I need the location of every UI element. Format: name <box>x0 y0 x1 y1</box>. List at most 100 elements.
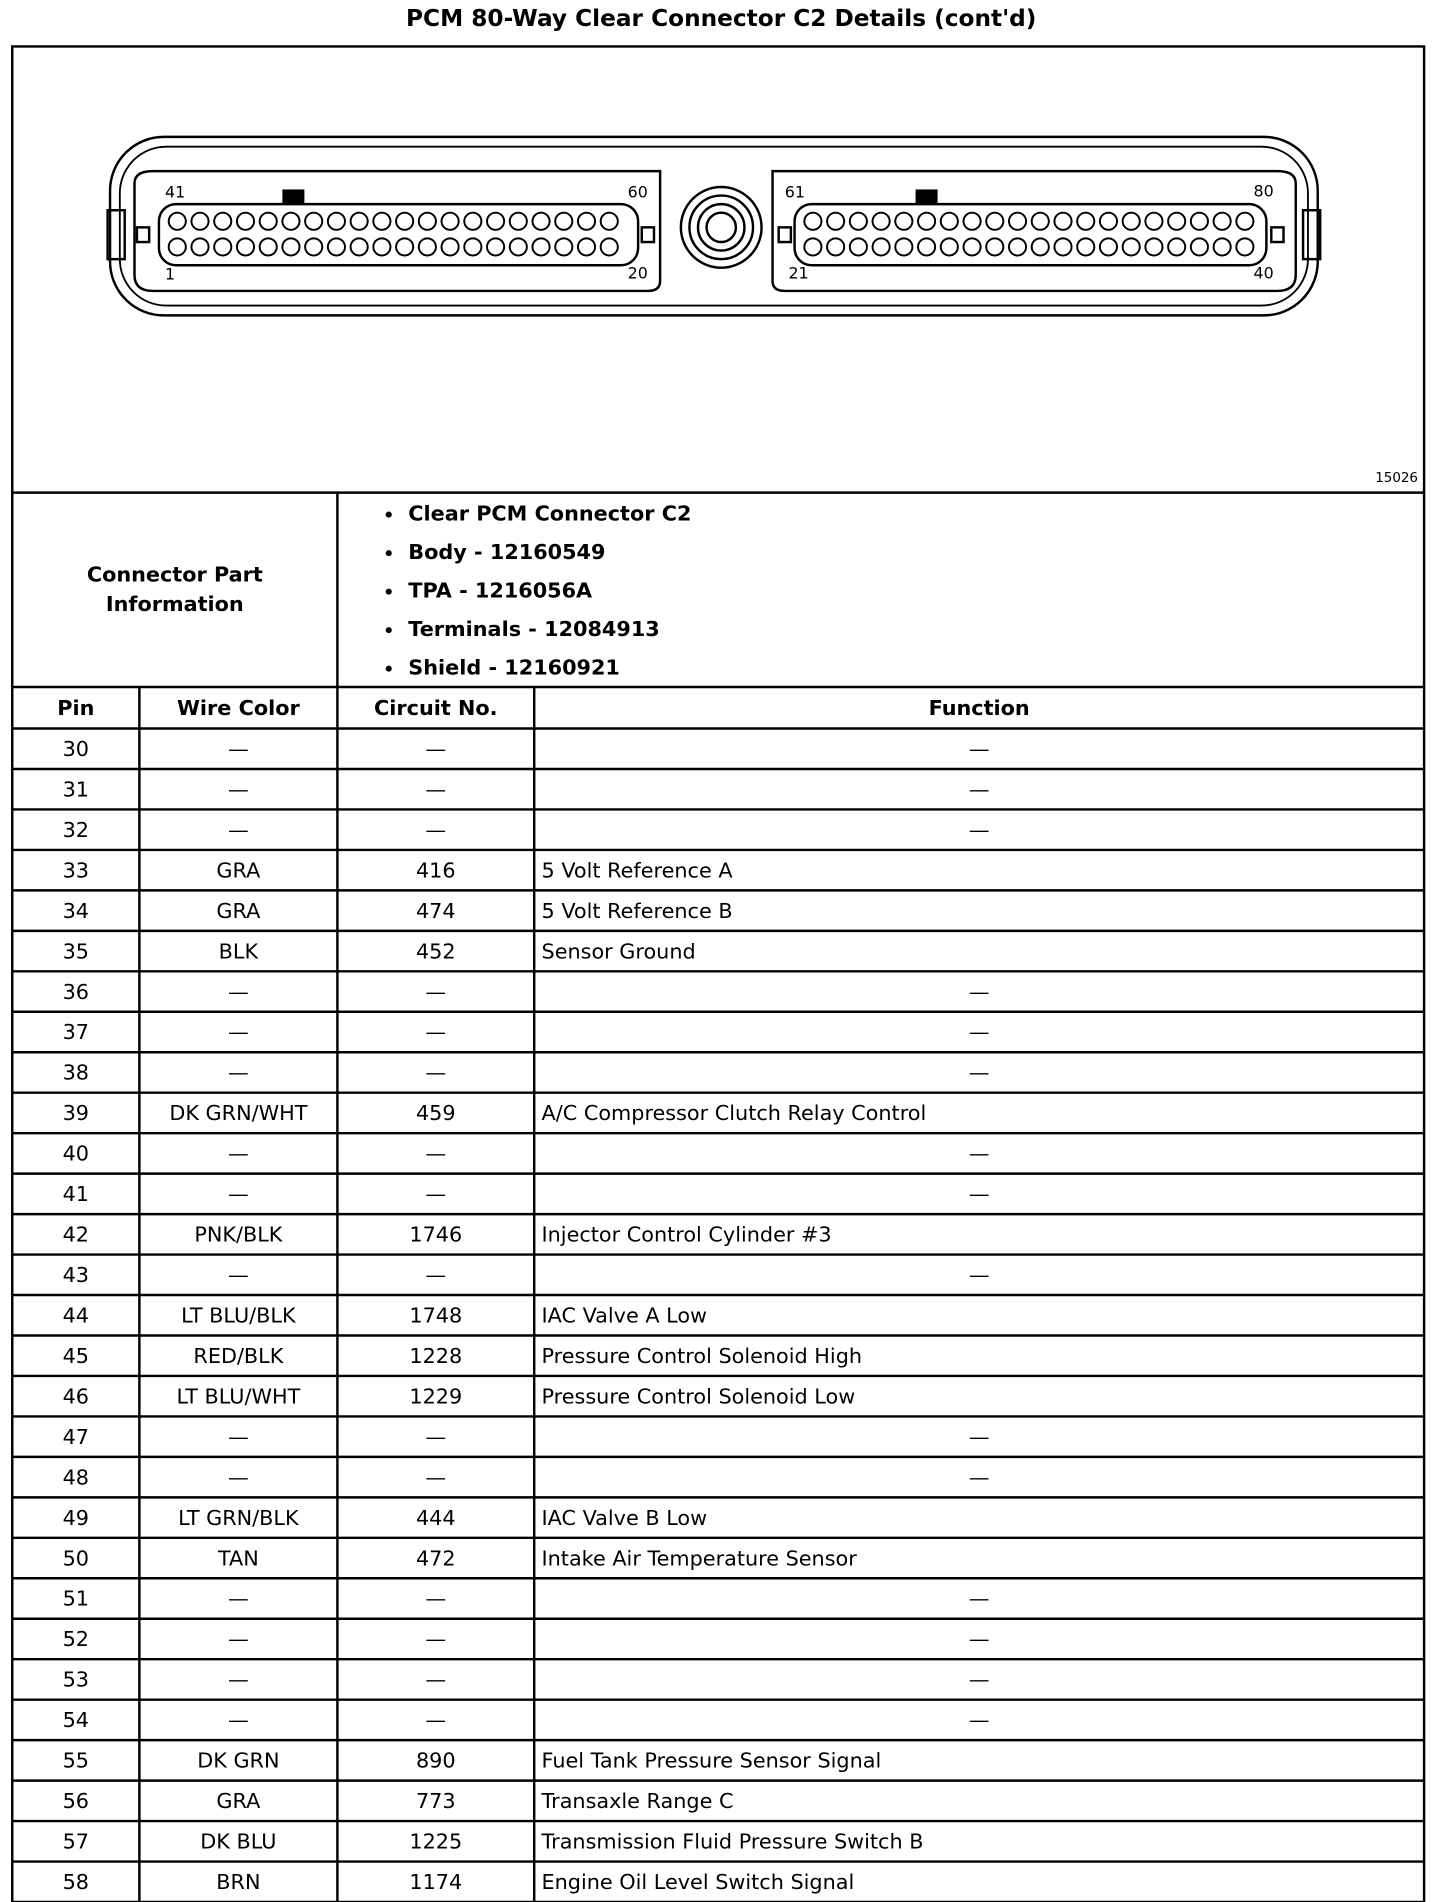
pin-hole <box>349 211 369 231</box>
pin-hole <box>235 211 256 231</box>
table-cell: — <box>969 1668 990 1692</box>
table-cell: Transmission Fluid Pressure Switch B <box>541 1830 924 1854</box>
info-item: Body - 12160549 <box>408 540 605 564</box>
header-cell: Wire Color <box>177 696 300 720</box>
table-cell: — <box>228 1465 249 1489</box>
pin-hole <box>167 237 187 257</box>
table-cell: — <box>425 1020 446 1044</box>
table-cell: — <box>969 1263 990 1287</box>
table-cell: — <box>969 1182 990 1206</box>
pin-hole <box>440 211 460 231</box>
pin-hole <box>1053 211 1073 231</box>
table-cell: LT BLU/BLK <box>181 1303 297 1327</box>
pin-hole <box>1212 211 1232 231</box>
connector-drawing <box>106 135 1322 317</box>
table-cell: LT GRN/BLK <box>178 1506 300 1530</box>
table-cell: — <box>425 1708 446 1732</box>
table-cell: 1225 <box>409 1830 462 1854</box>
info-item: TPA - 1216056A <box>408 579 592 603</box>
pin-hole <box>599 237 619 257</box>
pin-label: 20 <box>628 263 648 282</box>
table-cell: 773 <box>416 1789 456 1813</box>
pin-hole <box>417 237 437 257</box>
pin-hole <box>1167 237 1187 257</box>
pin-hole <box>1121 237 1141 257</box>
table-cell: 45 <box>63 1344 89 1368</box>
pin-hole <box>395 237 415 257</box>
pin-hole <box>848 237 868 257</box>
pin-hole <box>826 211 846 231</box>
table-cell: — <box>425 1668 446 1692</box>
table-cell: DK GRN/WHT <box>169 1101 307 1125</box>
pin-hole <box>304 211 324 231</box>
pin-hole <box>235 237 256 257</box>
pin-hole <box>1007 237 1028 257</box>
info-label: Connector Part <box>87 563 263 587</box>
table-cell: 1174 <box>409 1870 462 1894</box>
pin-hole <box>395 211 415 231</box>
table-cell: — <box>228 777 249 801</box>
table-cell: — <box>228 1708 249 1732</box>
info-item: Terminals - 12084913 <box>408 617 659 641</box>
pin-hole <box>372 211 392 231</box>
table-cell: 459 <box>416 1101 456 1125</box>
bullet <box>385 588 392 595</box>
pin-hole <box>281 237 301 257</box>
table-cell: — <box>969 1425 990 1449</box>
table-cell: — <box>425 1182 446 1206</box>
table-cell: 43 <box>63 1263 89 1287</box>
pin-hole <box>190 211 210 231</box>
table-cell: — <box>969 1020 990 1044</box>
pin-hole <box>1030 211 1050 231</box>
table-cell: 53 <box>63 1668 89 1692</box>
figure-id: 15026 <box>1375 471 1418 486</box>
table-cell: — <box>425 1587 446 1611</box>
pin-hole <box>1030 237 1050 257</box>
pin-hole <box>826 237 846 257</box>
info-item: Shield - 12160921 <box>408 656 620 680</box>
table-cell: 49 <box>63 1506 89 1530</box>
pin-hole <box>213 211 233 231</box>
table-cell: 38 <box>63 1061 89 1085</box>
table-cell: 54 <box>63 1708 89 1732</box>
table-cell: A/C Compressor Clutch Relay Control <box>542 1101 927 1125</box>
table-cell: — <box>228 1425 249 1449</box>
table-cell: BRN <box>216 1870 260 1894</box>
table-cell: 40 <box>63 1142 89 1166</box>
table-cell: Sensor Ground <box>542 939 696 963</box>
table-cell: — <box>969 1142 990 1166</box>
pin-hole <box>917 237 937 257</box>
table-cell: 30 <box>63 737 89 761</box>
table-cell: GRA <box>216 858 261 882</box>
pin-hole <box>258 237 278 257</box>
table-cell: — <box>425 777 446 801</box>
pin-label: 41 <box>165 183 185 202</box>
table-cell: — <box>969 737 990 761</box>
table-cell: 44 <box>63 1303 89 1327</box>
pin-hole <box>304 237 324 257</box>
pin-hole <box>417 211 437 231</box>
table-cell: — <box>425 1263 446 1287</box>
table-cell: 1748 <box>409 1303 462 1327</box>
pin-hole <box>531 237 551 257</box>
pin-hole <box>803 237 823 257</box>
pin-hole <box>167 211 187 231</box>
table-cell: Transaxle Range C <box>541 1789 734 1813</box>
pin-hole <box>508 237 528 257</box>
pin-hole <box>985 237 1005 257</box>
table-cell: IAC Valve B Low <box>542 1506 708 1530</box>
table-cell: 50 <box>63 1546 89 1570</box>
bullet <box>385 550 392 557</box>
pin-hole <box>894 211 914 231</box>
pin-hole <box>372 237 392 257</box>
info-item: Clear PCM Connector C2 <box>408 502 691 526</box>
table-cell: — <box>425 1061 446 1085</box>
table-cell: RED/BLK <box>193 1344 284 1368</box>
table-cell: — <box>228 1182 249 1206</box>
pin-hole <box>1053 237 1073 257</box>
table-cell: — <box>228 1142 249 1166</box>
table-cell: PNK/BLK <box>194 1223 283 1247</box>
table-cell: 55 <box>63 1749 89 1773</box>
